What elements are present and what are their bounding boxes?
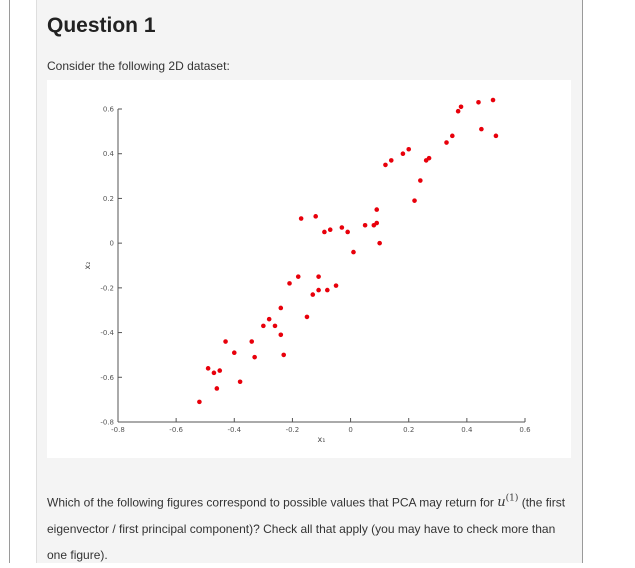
data-point — [316, 287, 321, 293]
data-point — [231, 350, 237, 355]
data-point — [237, 379, 243, 385]
x-tick-label: 0.2 — [403, 426, 414, 434]
data-point — [287, 281, 292, 286]
data-point — [197, 399, 202, 405]
data-point — [345, 229, 350, 235]
data-point — [223, 339, 228, 344]
y-tick-label: -0.4 — [100, 329, 114, 337]
data-point — [333, 283, 339, 288]
x-tick-label: -0.6 — [169, 426, 183, 434]
data-point — [450, 133, 455, 139]
question-title: Question 1 — [47, 14, 156, 37]
right-rule — [582, 0, 583, 563]
data-point — [455, 108, 461, 114]
data-point — [205, 366, 211, 371]
y-axis-label: x₂ — [83, 262, 92, 270]
data-point — [339, 225, 345, 230]
data-point — [313, 214, 318, 219]
data-point — [217, 368, 223, 373]
data-point — [351, 249, 356, 255]
data-point — [493, 133, 499, 139]
data-point — [278, 305, 284, 311]
data-point — [412, 198, 417, 203]
eigenvector-symbol: u(1) — [497, 494, 519, 511]
math-superscript: (1) — [505, 494, 519, 504]
data-point — [444, 140, 449, 145]
question-prompt: Which of the following figures correspon… — [47, 486, 567, 568]
data-point — [304, 314, 310, 320]
data-point — [252, 354, 257, 360]
data-point — [295, 274, 301, 279]
data-point — [249, 339, 255, 344]
prompt-text-after: (the first eigenvector / first principal… — [47, 495, 566, 563]
data-point — [298, 216, 304, 221]
data-point — [374, 207, 380, 212]
data-point — [418, 178, 423, 183]
scatter-plot: -0.8 -0.6 -0.4 -0.2 0 0.2 0.4 0.6 -0.8 -0.6 -0.4 -0… — [83, 97, 531, 444]
data-point — [325, 287, 330, 293]
data-point — [266, 316, 272, 322]
data-point — [383, 162, 388, 168]
x-tick-label: 0.6 — [519, 426, 531, 434]
data-point — [377, 240, 382, 246]
x-tick-label: -0.2 — [286, 426, 300, 434]
y-tick-label: -0.8 — [100, 419, 114, 427]
data-point — [374, 220, 380, 226]
data-point — [426, 155, 432, 161]
x-tick-label: -0.8 — [111, 426, 125, 434]
data-point — [400, 151, 406, 157]
y-tick-label: 0.2 — [103, 195, 114, 203]
data-point — [388, 158, 394, 163]
math-variable: u — [497, 495, 506, 511]
x-tick-label: -0.4 — [227, 426, 241, 434]
data-point — [278, 332, 284, 338]
y-tick-label: 0.6 — [103, 106, 115, 114]
data-point — [310, 292, 316, 297]
data-point — [490, 97, 496, 103]
y-tick-label: -0.6 — [100, 374, 114, 382]
data-point — [322, 229, 327, 235]
data-point — [214, 386, 220, 391]
question-intro: Consider the following 2D dataset: — [47, 59, 230, 73]
data-point — [281, 352, 287, 358]
left-rule — [9, 0, 10, 563]
y-tick-label: 0.4 — [103, 150, 115, 158]
data-point — [327, 227, 333, 233]
y-tick-label: -0.2 — [100, 284, 114, 292]
data-point — [476, 99, 481, 105]
data-point — [261, 323, 266, 329]
y-tick-label: 0 — [110, 240, 114, 248]
data-point — [316, 274, 321, 279]
data-point — [211, 370, 217, 376]
data-point — [479, 126, 484, 132]
data-point — [406, 146, 412, 152]
x-tick-label: 0.4 — [461, 426, 473, 434]
data-point — [272, 323, 278, 329]
data-point — [458, 104, 464, 110]
data-point — [362, 222, 368, 228]
prompt-text-before: Which of the following figures correspon… — [47, 495, 494, 510]
x-axis-label: x₁ — [318, 435, 326, 444]
scatter-plot-figure: -0.8 -0.6 -0.4 -0.2 0 0.2 0.4 0.6 -0.8 -0.6 -0.4 -0… — [47, 80, 571, 458]
x-tick-label: 0 — [348, 426, 352, 434]
